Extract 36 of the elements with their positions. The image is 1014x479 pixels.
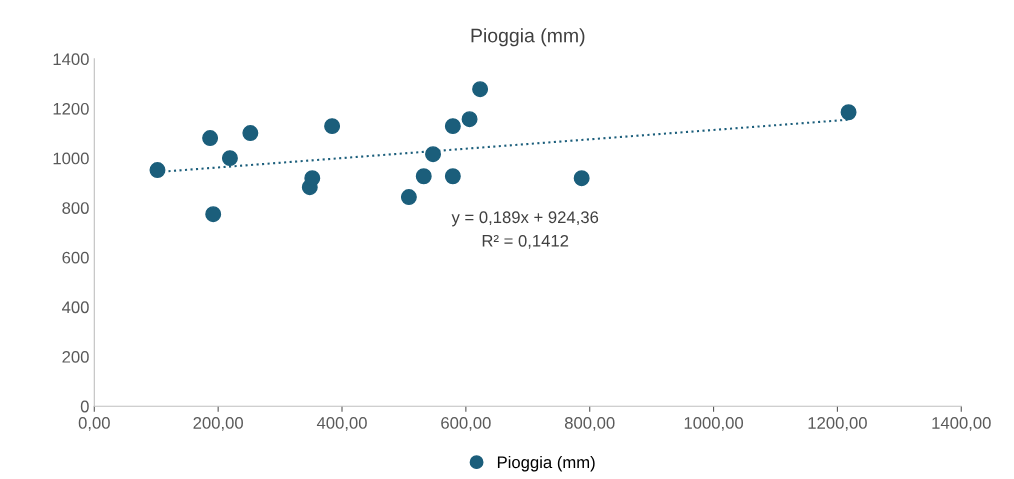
point xyxy=(205,206,222,223)
y-tick-label: 1400 xyxy=(53,53,89,66)
x-tick-label: 0,00 xyxy=(78,417,110,431)
point xyxy=(444,168,461,185)
point xyxy=(149,162,166,179)
y-tick-label: 400 xyxy=(62,301,89,314)
point xyxy=(242,125,259,142)
x-tick-label: 400,00 xyxy=(316,417,367,431)
y-tick-label: 600 xyxy=(62,251,89,264)
y-tick-label: 800 xyxy=(62,202,89,214)
x-tick-label: 200,00 xyxy=(193,417,243,431)
point xyxy=(324,118,341,135)
x-tick-label: 1000,00 xyxy=(684,417,744,431)
annotation: R² = 0,1412 xyxy=(482,234,569,249)
point xyxy=(202,130,219,147)
x-tick-label: 1400,00 xyxy=(932,417,991,431)
point xyxy=(304,170,321,187)
y-tick-label: 0 xyxy=(80,400,89,413)
point xyxy=(221,150,238,167)
point xyxy=(461,111,478,128)
chart-title: Pioggia (mm) xyxy=(471,28,585,47)
point xyxy=(444,118,461,135)
x-tick-label: 800,00 xyxy=(564,417,615,431)
point xyxy=(573,170,590,187)
y-tick-label: 200 xyxy=(62,350,89,363)
y-tick-label: 1000 xyxy=(53,152,89,165)
point xyxy=(415,168,432,185)
legend-label: Pioggia (mm) xyxy=(497,455,595,472)
annotation: y = 0,189x + 924,36 xyxy=(451,211,599,227)
point xyxy=(840,104,857,121)
point xyxy=(400,189,417,206)
y-tick-label: 1200 xyxy=(53,102,89,115)
point xyxy=(425,146,442,163)
point xyxy=(472,81,489,98)
x-tick-label: 1200,00 xyxy=(808,417,867,431)
x-tick-label: 600,00 xyxy=(441,417,491,431)
